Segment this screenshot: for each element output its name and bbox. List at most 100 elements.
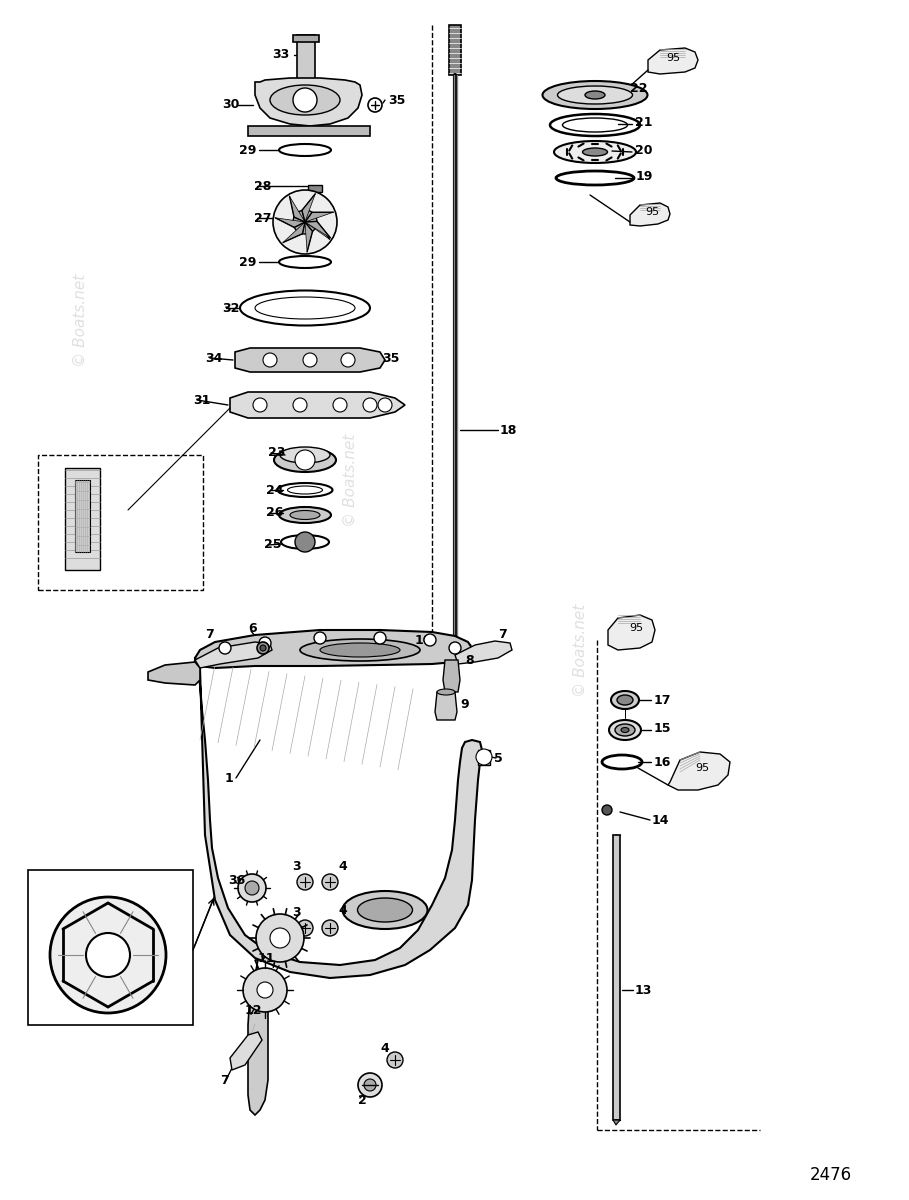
Circle shape	[293, 210, 317, 234]
Polygon shape	[275, 218, 305, 228]
Text: 10: 10	[415, 634, 433, 647]
Ellipse shape	[609, 720, 641, 740]
Circle shape	[293, 88, 317, 112]
Circle shape	[297, 874, 313, 890]
Polygon shape	[255, 78, 362, 126]
Circle shape	[387, 1052, 403, 1068]
Text: © Boats.net: © Boats.net	[73, 274, 87, 367]
Polygon shape	[305, 222, 330, 239]
Circle shape	[424, 634, 436, 646]
Polygon shape	[195, 660, 482, 978]
Text: 6: 6	[248, 622, 256, 635]
Ellipse shape	[615, 724, 635, 736]
Text: 95: 95	[645, 206, 659, 217]
Text: 7: 7	[498, 629, 506, 642]
Ellipse shape	[543, 80, 647, 109]
Ellipse shape	[280, 446, 330, 463]
Text: 8: 8	[465, 654, 474, 666]
Circle shape	[368, 98, 382, 112]
Polygon shape	[630, 203, 670, 226]
Circle shape	[449, 642, 461, 654]
Circle shape	[253, 398, 267, 412]
Text: 95: 95	[666, 53, 680, 62]
Polygon shape	[248, 126, 370, 136]
Polygon shape	[435, 640, 465, 655]
Text: 21: 21	[635, 115, 653, 128]
Ellipse shape	[343, 890, 427, 929]
Text: 22: 22	[630, 82, 647, 95]
Polygon shape	[195, 638, 470, 665]
Text: 17: 17	[654, 694, 672, 707]
Circle shape	[257, 642, 269, 654]
Polygon shape	[668, 752, 730, 790]
Polygon shape	[302, 194, 315, 222]
Circle shape	[363, 398, 377, 412]
Text: 23: 23	[268, 446, 285, 460]
Circle shape	[263, 353, 277, 367]
Bar	[28, 870, 193, 1025]
Polygon shape	[293, 35, 319, 42]
Ellipse shape	[557, 86, 633, 104]
Ellipse shape	[554, 140, 636, 163]
Polygon shape	[297, 35, 315, 80]
Circle shape	[374, 632, 386, 644]
Text: 29: 29	[239, 144, 256, 156]
Ellipse shape	[583, 148, 607, 156]
Polygon shape	[305, 212, 334, 222]
Text: 11: 11	[258, 952, 275, 965]
Polygon shape	[478, 750, 490, 766]
Polygon shape	[308, 185, 322, 192]
Text: © Boats.net: © Boats.net	[573, 604, 587, 697]
Polygon shape	[230, 392, 405, 418]
Ellipse shape	[357, 898, 413, 922]
Circle shape	[260, 646, 266, 650]
Text: 36: 36	[228, 874, 245, 887]
Text: 28: 28	[254, 180, 272, 192]
Text: 16: 16	[654, 756, 672, 768]
Circle shape	[270, 928, 290, 948]
Circle shape	[358, 1073, 382, 1097]
Ellipse shape	[437, 689, 455, 695]
Polygon shape	[305, 222, 313, 252]
Text: 7: 7	[220, 1074, 229, 1086]
Circle shape	[341, 353, 355, 367]
Text: 20: 20	[635, 144, 653, 156]
Circle shape	[295, 450, 315, 470]
Circle shape	[245, 881, 259, 895]
Text: 26: 26	[266, 506, 284, 520]
Text: 7: 7	[205, 629, 214, 642]
Text: 30: 30	[222, 98, 239, 112]
Ellipse shape	[585, 91, 605, 98]
Text: 13: 13	[635, 984, 653, 996]
Polygon shape	[65, 468, 100, 570]
Polygon shape	[613, 835, 620, 1120]
Polygon shape	[435, 692, 457, 720]
Text: 18: 18	[500, 424, 517, 437]
Text: 19: 19	[636, 170, 654, 184]
Polygon shape	[443, 660, 460, 692]
Text: 1: 1	[225, 772, 234, 785]
Text: 3: 3	[292, 859, 301, 872]
Polygon shape	[75, 480, 90, 552]
Circle shape	[238, 874, 266, 902]
Text: 31: 31	[193, 394, 210, 407]
Ellipse shape	[279, 506, 331, 523]
Polygon shape	[648, 48, 698, 74]
Circle shape	[476, 749, 492, 766]
Circle shape	[364, 1079, 376, 1091]
Text: 3: 3	[292, 906, 301, 918]
Circle shape	[219, 642, 231, 654]
Polygon shape	[195, 630, 472, 668]
Ellipse shape	[274, 448, 336, 472]
Text: 27: 27	[254, 211, 272, 224]
Text: © Boats.net: © Boats.net	[343, 433, 357, 527]
Polygon shape	[613, 1120, 620, 1126]
Text: 15: 15	[654, 721, 672, 734]
Circle shape	[259, 637, 271, 649]
Circle shape	[293, 398, 307, 412]
Ellipse shape	[320, 643, 400, 658]
Ellipse shape	[611, 691, 639, 709]
Text: 14: 14	[652, 814, 670, 827]
Text: 95: 95	[629, 623, 643, 634]
Text: 5: 5	[494, 751, 503, 764]
